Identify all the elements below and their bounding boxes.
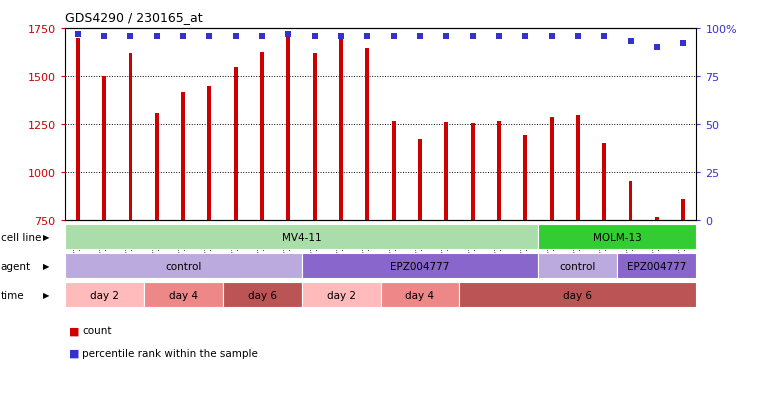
Point: [282, 31, 295, 38]
Point: [546, 33, 558, 40]
Bar: [524, 135, 527, 221]
Bar: [392, 122, 396, 221]
Point: [677, 41, 689, 47]
Text: day 2: day 2: [326, 290, 355, 300]
Text: MOLM-13: MOLM-13: [593, 232, 642, 242]
Text: day 4: day 4: [169, 290, 198, 300]
Bar: [549, 117, 553, 221]
Text: agent: agent: [1, 261, 31, 271]
Text: count: count: [82, 325, 112, 335]
Bar: [576, 115, 580, 221]
Bar: [129, 54, 132, 221]
Text: control: control: [165, 261, 202, 271]
Point: [177, 33, 189, 40]
Text: day 6: day 6: [247, 290, 276, 300]
Text: ■: ■: [68, 325, 79, 335]
Bar: [339, 38, 343, 221]
Text: EPZ004777: EPZ004777: [390, 261, 450, 271]
Point: [519, 33, 531, 40]
Bar: [234, 68, 237, 221]
Bar: [181, 92, 185, 221]
Text: cell line: cell line: [1, 232, 41, 242]
Text: day 6: day 6: [563, 290, 592, 300]
Text: control: control: [559, 261, 596, 271]
Bar: [76, 38, 80, 221]
Bar: [154, 114, 159, 221]
Bar: [102, 77, 106, 221]
Text: percentile rank within the sample: percentile rank within the sample: [82, 348, 258, 358]
Text: ▶: ▶: [43, 290, 50, 299]
Point: [572, 33, 584, 40]
Bar: [313, 54, 317, 221]
Point: [124, 33, 136, 40]
Point: [598, 33, 610, 40]
Point: [625, 39, 637, 46]
Point: [230, 33, 242, 40]
Bar: [286, 35, 291, 221]
Bar: [208, 87, 212, 221]
Point: [466, 33, 479, 40]
Point: [651, 45, 663, 52]
Text: time: time: [1, 290, 24, 300]
Bar: [602, 143, 607, 221]
Point: [335, 33, 347, 40]
Bar: [418, 139, 422, 221]
Bar: [444, 123, 448, 221]
Bar: [470, 124, 475, 221]
Text: ▶: ▶: [43, 233, 50, 242]
Bar: [260, 53, 264, 221]
Point: [256, 33, 268, 40]
Point: [361, 33, 374, 40]
Point: [98, 33, 110, 40]
Point: [493, 33, 505, 40]
Text: EPZ004777: EPZ004777: [627, 261, 686, 271]
Bar: [629, 182, 632, 221]
Text: day 2: day 2: [90, 290, 119, 300]
Point: [387, 33, 400, 40]
Point: [309, 33, 321, 40]
Point: [203, 33, 215, 40]
Text: day 4: day 4: [406, 290, 435, 300]
Point: [414, 33, 426, 40]
Text: MV4-11: MV4-11: [282, 232, 321, 242]
Bar: [681, 200, 685, 221]
Text: ■: ■: [68, 348, 79, 358]
Text: GDS4290 / 230165_at: GDS4290 / 230165_at: [65, 11, 202, 24]
Bar: [365, 49, 369, 221]
Text: ▶: ▶: [43, 261, 50, 271]
Point: [440, 33, 452, 40]
Point: [72, 31, 84, 38]
Point: [151, 33, 163, 40]
Bar: [655, 217, 659, 221]
Bar: [497, 122, 501, 221]
